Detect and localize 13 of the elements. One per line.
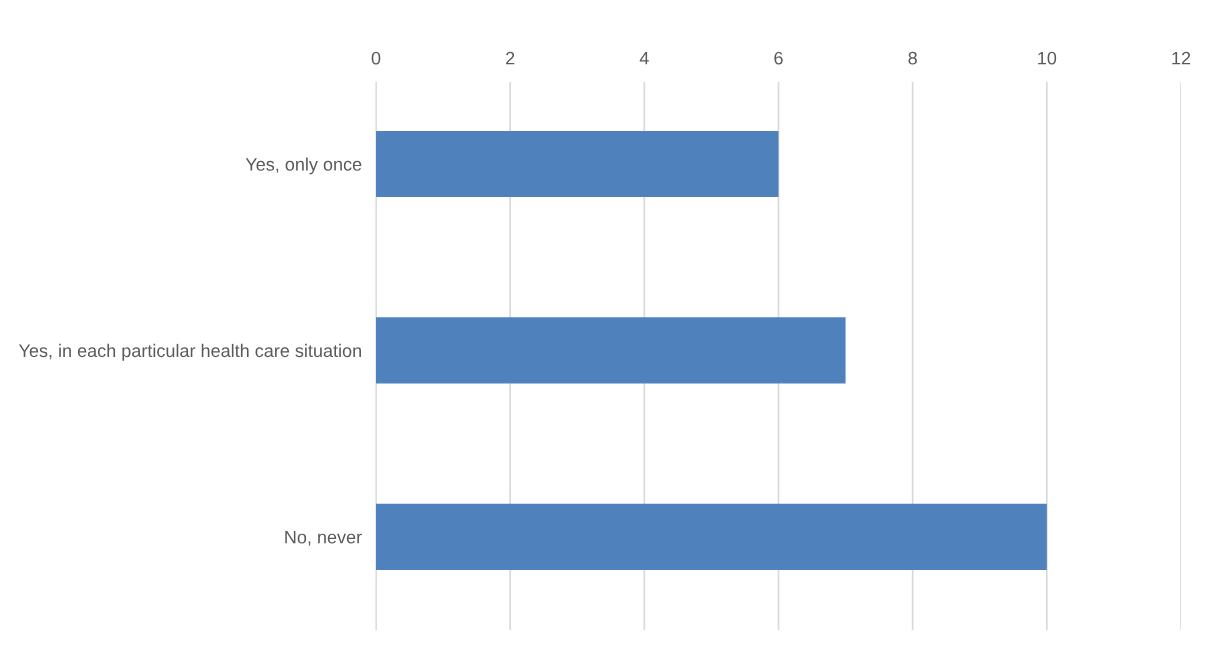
x-tick-label: 0 bbox=[371, 51, 381, 65]
x-tick-label: 4 bbox=[639, 51, 649, 65]
bar bbox=[376, 503, 1047, 570]
y-tick-label: Yes, only once bbox=[245, 157, 362, 175]
x-tick-label: 6 bbox=[774, 51, 783, 65]
bar bbox=[376, 317, 846, 384]
y-tick-label: No, never bbox=[285, 530, 362, 546]
x-tick-label: 12 bbox=[1172, 51, 1191, 65]
y-tick-label: Yes, in each particular health care situation bbox=[18, 343, 361, 361]
x-tick-label: 8 bbox=[908, 51, 917, 65]
bar bbox=[376, 130, 779, 198]
x-tick-label: 2 bbox=[506, 51, 515, 65]
x-tick-label: 10 bbox=[1038, 51, 1057, 65]
